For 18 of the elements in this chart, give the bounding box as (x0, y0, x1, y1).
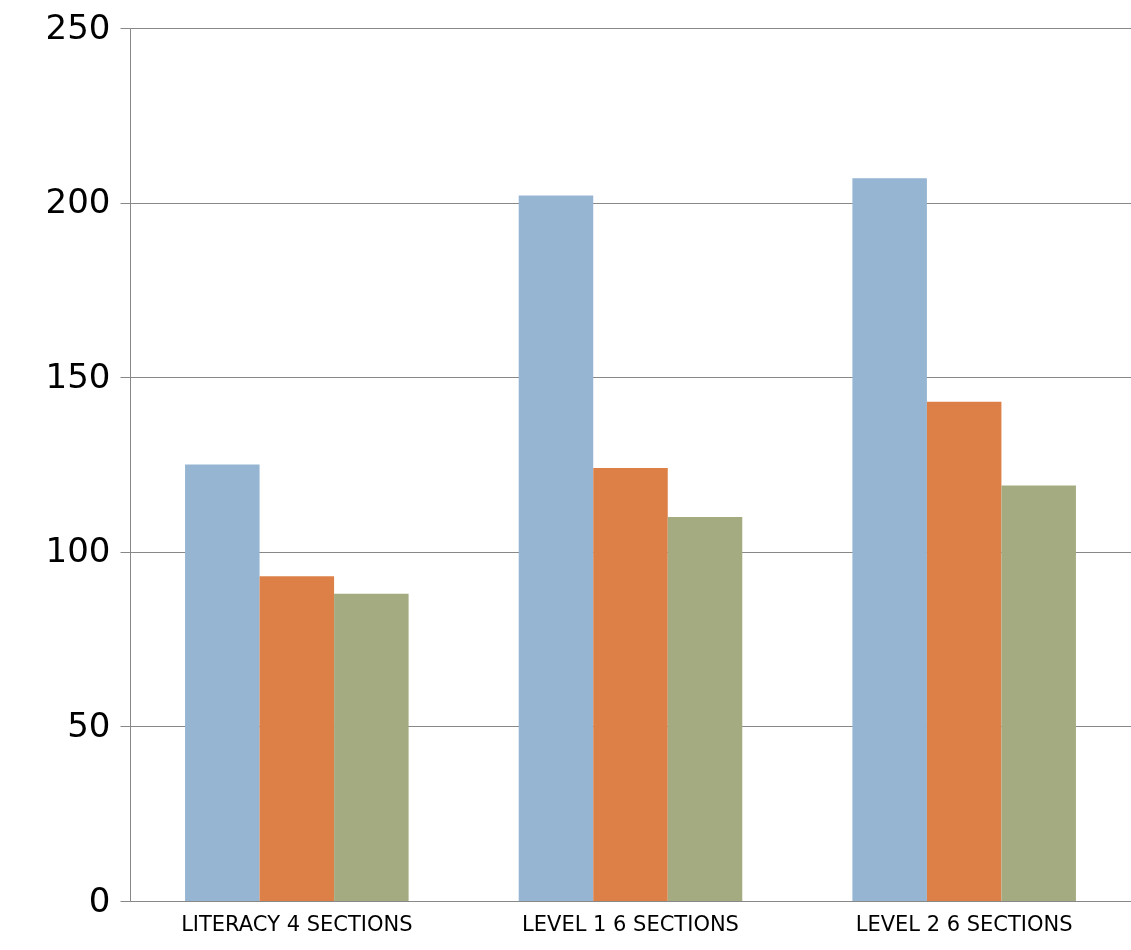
bar (852, 178, 927, 901)
bar (667, 516, 743, 901)
bar (334, 593, 409, 901)
bar (1001, 485, 1076, 901)
bar (593, 467, 668, 901)
y-tick-label: 250 (45, 6, 111, 47)
y-tick-label: 0 (88, 879, 111, 920)
x-tick-label: LEVEL 1 6 SECTIONS (522, 911, 739, 936)
y-tick-label: 100 (45, 530, 111, 571)
y-tick-label: 50 (67, 704, 111, 745)
bar (185, 464, 260, 901)
bar (926, 401, 1002, 901)
bar (259, 576, 335, 901)
x-tick-label: LEVEL 2 6 SECTIONS (855, 911, 1073, 936)
x-tick-label: LITERACY 4 SECTIONS (181, 911, 413, 936)
y-tick-label: 200 (45, 181, 111, 222)
y-tick-label: 150 (45, 355, 111, 396)
bar (518, 195, 594, 901)
